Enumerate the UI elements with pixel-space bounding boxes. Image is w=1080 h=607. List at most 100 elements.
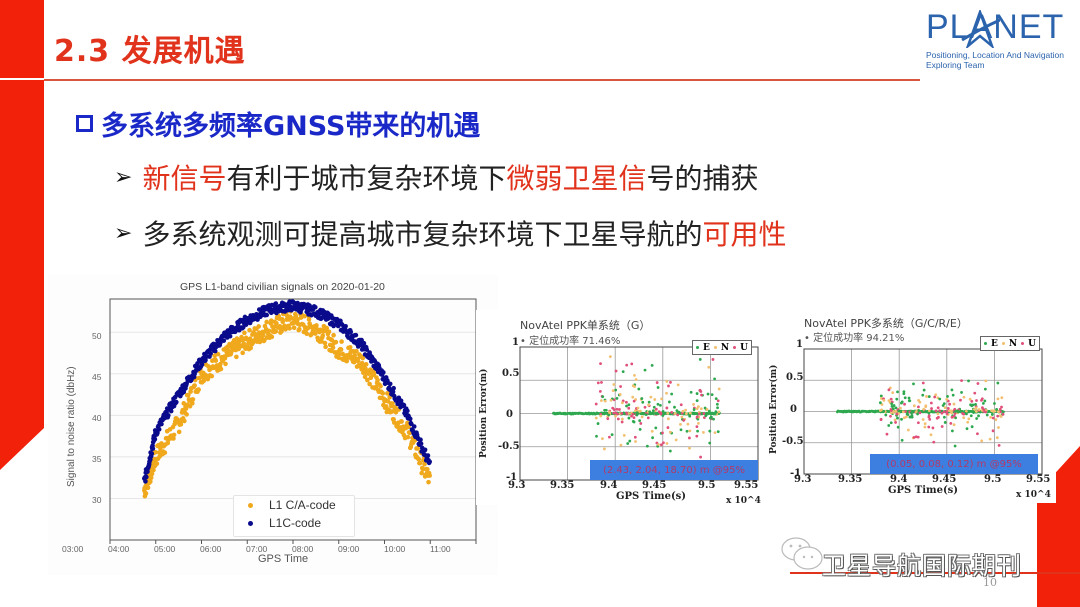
y-tick: -0.5 [498, 441, 520, 452]
y-tick: 40 [92, 413, 102, 423]
bullet-1-segment-3: 微弱卫星信 [506, 162, 647, 195]
logo-wordmark: PLANET [926, 8, 1065, 46]
y-tick: -1 [790, 468, 802, 479]
x-tick: 9.3 [508, 480, 526, 491]
x-tick: 9.45 [932, 474, 957, 485]
pink-dot-icon [733, 346, 737, 349]
y-tick: 0.5 [502, 368, 520, 379]
ppk-single-system-chart: NovAtel PPK单系统（G） • 定位成功率 71.46% E N U (… [476, 310, 768, 506]
bullet-2-segment-1: 多系统观测可提高城市复杂环境下卫星导航的 [142, 218, 703, 251]
bullet-item-2: ➢ 多系统观测可提高城市复杂环境下卫星导航的 可用性 [114, 213, 786, 253]
x-tick: 9.55 [1026, 474, 1051, 485]
green-dot-icon [696, 346, 699, 349]
legend-label: E [991, 338, 998, 349]
accuracy-annotation: (0.05, 0.08, 0.12) m @95% [870, 454, 1038, 474]
legend-item: L1C-code [234, 514, 354, 532]
yellow-dot-icon [1001, 342, 1005, 345]
x-tick: 9.4 [600, 480, 618, 491]
x-scale-label: x 10^4 [1016, 490, 1051, 500]
legend-label: E [703, 342, 710, 353]
legend-label: N [720, 342, 730, 353]
footer-source-text: 卫星导航国际期刊 [822, 552, 1022, 580]
ppk-single-plot [519, 346, 759, 481]
bullet-1-segment-1: 新信号 [142, 162, 227, 195]
enu-legend: E N U [692, 340, 752, 355]
ppk-multi-ylabel: Position Error(m) [769, 364, 779, 454]
snr-chart-ylabel: Signal to noise ratio (dbHz) [66, 366, 77, 487]
snr-chart-plot [109, 298, 477, 544]
page-number: 10 [983, 576, 997, 589]
y-tick: 50 [92, 331, 102, 341]
yellow-dot-icon [713, 346, 717, 349]
ppk-multi-system-chart: NovAtel PPK多系统（G/C/R/E） • 定位成功率 94.21% E… [766, 308, 1056, 503]
legend-label: U [1028, 338, 1036, 349]
x-tick: 9.55 [734, 480, 759, 491]
enu-legend: E N U [980, 336, 1040, 351]
y-tick: 1 [512, 337, 519, 348]
footer-divider [790, 572, 1080, 574]
ppk-multi-title: NovAtel PPK多系统（G/C/R/E） [804, 317, 968, 330]
logo-subtitle-line1: Positioning, Location And Navigation [926, 50, 1064, 60]
arrow-bullet-icon: ➢ [114, 164, 133, 190]
x-tick: 09:00 [338, 544, 360, 554]
x-tick: 08:00 [292, 544, 314, 554]
legend-label: L1 C/A-code [269, 498, 336, 512]
ppk-single-success-rate: 定位成功率 71.46% [529, 336, 621, 347]
section-heading-text: 多系统多频率GNSS带来的机遇 [101, 111, 481, 142]
x-tick: 9.3 [794, 474, 812, 485]
snr-chart: GPS L1-band civilian signals on 2020-01-… [48, 275, 498, 575]
x-tick: 10:00 [384, 544, 406, 554]
ppk-multi-plot [803, 348, 1043, 475]
yellow-dot-icon [248, 502, 253, 508]
ppk-single-xlabel: GPS Time(s) [616, 491, 687, 502]
bullet-1-segment-4: 号的捕获 [646, 162, 759, 195]
x-tick: 03:00 [62, 544, 84, 554]
bullet-1-segment-2: 有利于城市复杂环境下 [226, 162, 507, 195]
logo-subtitle-line2: Exploring Team [926, 60, 985, 70]
x-tick: 11:00 [430, 544, 451, 554]
x-tick: 9.5 [698, 480, 716, 491]
ppk-single-subtitle: • 定位成功率 71.46% [520, 336, 621, 347]
ppk-multi-subtitle: • 定位成功率 94.21% [804, 333, 905, 344]
section-heading: 多系统多频率GNSS带来的机遇 [76, 104, 480, 143]
ppk-single-title: NovAtel PPK单系统（G） [520, 319, 651, 332]
bullet-item-1: ➢ 新信号 有利于城市复杂环境下 微弱卫星信 号的捕获 [114, 157, 759, 197]
x-tick: 06:00 [200, 544, 222, 554]
y-tick: 35 [92, 454, 102, 464]
wechat-icon [781, 537, 823, 570]
ppk-single-ylabel: Position Error(m) [479, 368, 489, 458]
snr-chart-legend: L1 C/A-code L1C-code [233, 495, 355, 537]
snr-chart-title: GPS L1-band civilian signals on 2020-01-… [180, 281, 385, 293]
y-tick: 1 [796, 339, 803, 350]
arrow-bullet-icon: ➢ [114, 220, 133, 246]
y-tick: 30 [92, 495, 102, 505]
legend-item: L1 C/A-code [234, 496, 354, 514]
accuracy-annotation: (2.43, 2.04, 18.70) m @95% [590, 460, 758, 480]
x-tick: 07:00 [246, 544, 268, 554]
legend-label: N [1008, 338, 1018, 349]
x-tick: 05:00 [154, 544, 176, 554]
header-divider [44, 79, 920, 81]
y-tick: 45 [92, 372, 102, 382]
y-tick: -1 [506, 472, 518, 483]
snr-chart-xlabel: GPS Time [258, 553, 309, 565]
bullet-2-segment-2: 可用性 [702, 218, 787, 251]
x-tick: 9.35 [550, 480, 575, 491]
y-tick: 0.5 [786, 372, 804, 383]
planet-logo: PLANET Positioning, Location And Navigat… [922, 8, 1072, 70]
x-tick: 9.5 [984, 474, 1002, 485]
legend-label: L1C-code [269, 516, 322, 530]
slide-title: 2.3 发展机遇 [54, 34, 246, 69]
ppk-multi-xlabel: GPS Time(s) [888, 485, 959, 496]
x-scale-label: x 10^4 [726, 496, 761, 506]
green-dot-icon [984, 342, 987, 345]
left-red-band [0, 0, 44, 470]
y-tick: -0.5 [782, 436, 804, 447]
ppk-multi-success-rate: 定位成功率 94.21% [813, 333, 905, 344]
checkbox-square-icon [76, 115, 93, 132]
legend-label: U [740, 342, 748, 353]
x-tick: 9.45 [642, 480, 667, 491]
pink-dot-icon [1021, 342, 1025, 345]
planet-logo-arrow-icon [961, 10, 1000, 48]
x-tick: 9.35 [838, 474, 863, 485]
